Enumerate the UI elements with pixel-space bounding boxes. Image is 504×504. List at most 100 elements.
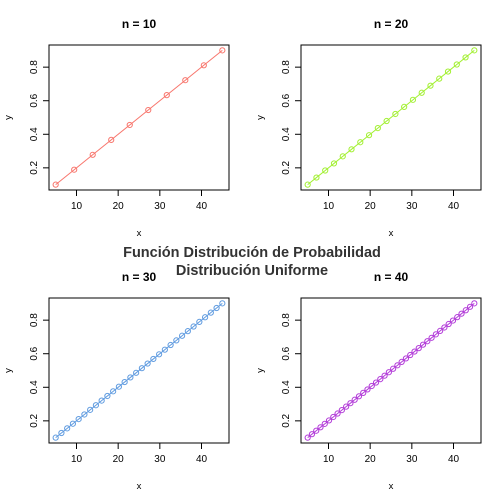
data-point (330, 413, 337, 421)
data-point (98, 397, 105, 404)
series-line (307, 49, 475, 186)
data-point (360, 389, 367, 396)
data-point (364, 386, 371, 393)
data-point (200, 62, 207, 69)
data-point (357, 139, 364, 146)
data-point (444, 68, 452, 75)
data-point (108, 136, 115, 143)
x-tick-label: 40 (196, 454, 208, 465)
y-axis-label: y (3, 368, 14, 373)
data-point (308, 431, 316, 438)
x-tick-label: 20 (365, 454, 377, 465)
panel-title: n = 40 (374, 270, 409, 284)
x-axis-label: x (389, 228, 394, 239)
data-point (424, 338, 431, 345)
data-point (104, 392, 111, 400)
x-tick-label: 30 (154, 201, 166, 212)
data-point (471, 47, 478, 54)
panel-title: n = 30 (122, 270, 157, 284)
data-point (127, 374, 134, 381)
x-tick-label: 20 (365, 201, 377, 212)
y-tick-label: 0.2 (29, 160, 40, 174)
data-point (179, 332, 186, 339)
series-line (55, 49, 223, 186)
data-point (304, 434, 311, 441)
data-point (89, 151, 96, 158)
data-point (407, 351, 414, 359)
data-point (462, 307, 469, 314)
data-point (385, 369, 392, 376)
panel-4: n = 40 10 20 30 40 0.2 0.4 0.6 0.8 x y (255, 270, 482, 492)
data-point (173, 337, 180, 344)
x-tick-label: 40 (448, 201, 460, 212)
x-tick-label: 30 (154, 454, 166, 465)
data-point (213, 304, 220, 312)
data-point (81, 411, 88, 418)
data-point (58, 429, 65, 437)
data-point (365, 132, 373, 139)
data-point (313, 174, 320, 181)
data-point (368, 382, 375, 390)
data-point (321, 420, 328, 427)
data-point (133, 369, 140, 376)
y-tick-label: 0.8 (281, 60, 292, 74)
panel-1: n = 10 10 20 30 40 0.2 0.4 0.6 0.8 x y (3, 17, 230, 239)
y-tick-label: 0.6 (281, 93, 292, 107)
data-point (428, 334, 435, 341)
data-point (401, 103, 408, 111)
y-tick-label: 0.8 (29, 60, 40, 74)
data-point (355, 393, 363, 400)
x-tick-label: 30 (406, 201, 418, 212)
data-point (409, 96, 417, 103)
data-point (145, 106, 152, 114)
data-point (466, 303, 474, 310)
y-tick-label: 0.2 (29, 413, 40, 427)
data-point (427, 82, 434, 89)
data-point (415, 345, 422, 352)
y-tick-label: 0.6 (281, 346, 292, 360)
data-point (138, 365, 145, 372)
x-tick-label: 10 (71, 454, 83, 465)
x-tick-label: 30 (406, 454, 418, 465)
data-point (52, 181, 59, 188)
panel-title: n = 20 (374, 17, 409, 31)
y-tick-label: 0.4 (29, 127, 40, 141)
data-point (383, 117, 390, 125)
figure-title-line1: Función Distribución de Probabilidad (123, 245, 381, 261)
data-point (449, 317, 457, 324)
data-point (126, 121, 133, 129)
data-point (351, 396, 358, 403)
data-point (219, 300, 226, 307)
data-point (458, 310, 465, 317)
data-point (471, 300, 478, 307)
data-point (115, 383, 122, 390)
y-tick-label: 0.2 (281, 160, 292, 174)
x-tick-label: 10 (323, 454, 335, 465)
data-point (184, 328, 191, 335)
data-point (52, 434, 59, 441)
x-tick-label: 10 (323, 201, 335, 212)
panel-3: n = 30 10 20 30 40 0.2 0.4 0.6 0.8 x y (3, 270, 230, 492)
data-point (462, 54, 469, 61)
data-point (419, 341, 427, 348)
data-point (398, 358, 405, 365)
data-point (201, 314, 209, 321)
series-line (55, 302, 223, 439)
plot-frame (300, 297, 482, 444)
data-point (437, 327, 444, 335)
data-point (372, 379, 380, 386)
data-point (163, 92, 170, 99)
x-tick-label: 10 (71, 201, 83, 212)
data-point (377, 376, 384, 383)
data-point (87, 406, 94, 413)
data-point (330, 160, 338, 167)
y-tick-label: 0.6 (29, 346, 40, 360)
data-point (317, 424, 324, 431)
data-point (432, 331, 439, 338)
x-tick-label: 20 (113, 201, 125, 212)
data-point (219, 47, 226, 54)
data-point (339, 153, 346, 160)
panel-2: n = 20 10 20 30 40 0.2 0.4 0.6 0.8 x y (255, 17, 482, 239)
data-point (156, 351, 163, 358)
data-point (313, 427, 320, 434)
